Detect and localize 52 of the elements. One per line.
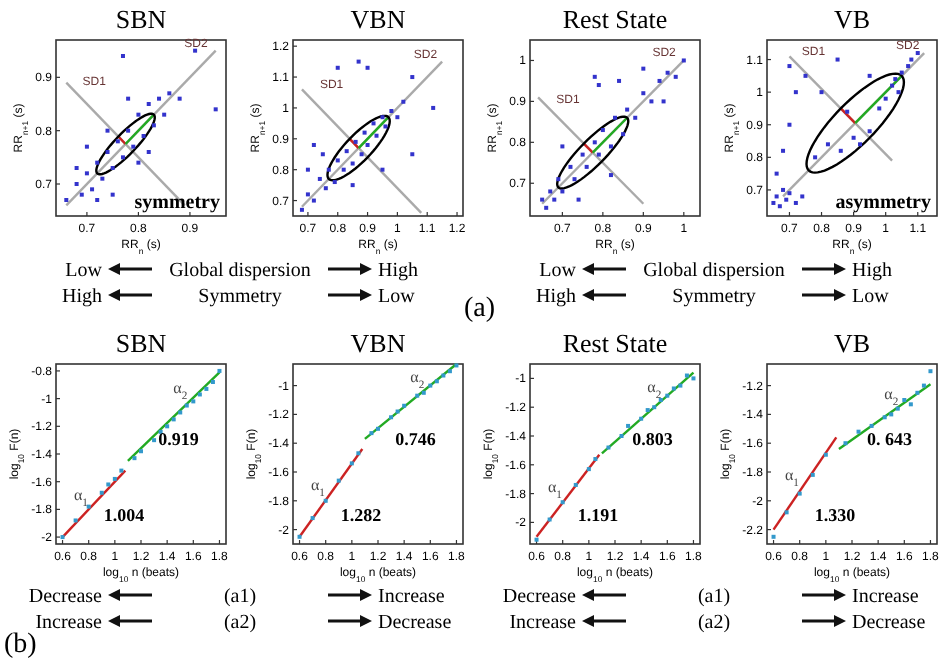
text: High — [852, 260, 892, 282]
text: Global dispersion — [169, 260, 311, 282]
text: Global dispersion — [643, 260, 785, 282]
annotation: asymmetry — [835, 192, 931, 214]
text: (a2) — [223, 612, 257, 634]
text: (a2) — [697, 612, 731, 634]
chart-title: Rest State — [562, 4, 668, 34]
text: Decrease — [502, 586, 578, 608]
annotation: 1.191 — [577, 504, 620, 525]
annotation: 1.282 — [340, 504, 383, 525]
text: Decrease — [852, 612, 927, 634]
text: Increase — [378, 586, 446, 608]
text: Low — [378, 286, 417, 308]
annotation: α$_{1}$ — [73, 485, 89, 510]
chart-title: VB — [833, 328, 871, 358]
text: Increase — [509, 612, 578, 634]
annotation: 0.803 — [632, 429, 674, 449]
text: High — [378, 260, 418, 282]
annotation: 0.919 — [158, 429, 200, 449]
annotation: 0. 643 — [866, 429, 913, 449]
annotation: α$_{1}$ — [784, 465, 800, 490]
text: (b) — [4, 630, 38, 660]
annotation: α$_{2}$ — [884, 384, 899, 409]
text: Low — [852, 286, 891, 308]
text: Symmetry — [198, 286, 282, 308]
chart-title: VBN — [350, 4, 407, 34]
chart-title: VBN — [350, 328, 407, 358]
chart-title: SBN — [115, 328, 168, 358]
chart-title: Rest State — [562, 328, 668, 358]
annotation: 0.746 — [395, 429, 437, 449]
text: Symmetry — [672, 286, 756, 308]
annotation: α$_{1}$ — [547, 478, 563, 503]
text: Decrease — [378, 612, 453, 634]
annotation: α$_{2}$ — [410, 367, 425, 392]
annotation: 1.004 — [103, 504, 146, 525]
text: Increase — [852, 586, 920, 608]
text: Low — [65, 260, 104, 282]
text: Increase — [35, 612, 104, 634]
chart-title: VB — [833, 4, 871, 34]
text: High — [536, 286, 576, 308]
text: Low — [539, 260, 578, 282]
text: (a1) — [697, 586, 731, 608]
text: High — [62, 286, 102, 308]
text: Decrease — [28, 586, 104, 608]
text: (a) — [464, 294, 496, 324]
annotation: α$_{1}$ — [310, 475, 326, 500]
chart-title: SBN — [115, 4, 168, 34]
annotation: α$_{2}$ — [647, 377, 662, 402]
annotation: 1.330 — [814, 504, 857, 525]
annotation: α$_{2}$ — [173, 379, 188, 404]
annotation: symmetry — [134, 192, 220, 214]
text: (a1) — [223, 586, 257, 608]
